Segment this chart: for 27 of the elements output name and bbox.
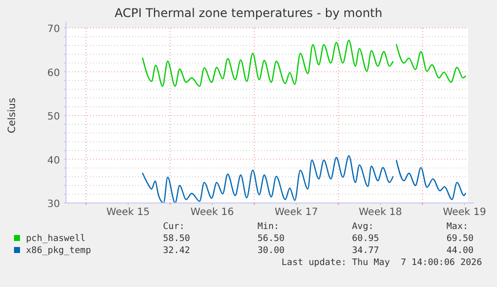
text: 44.00: [446, 246, 474, 256]
text: 32.42: [163, 246, 190, 256]
text: 60.95: [352, 234, 380, 244]
x-tick-label: Week 16: [190, 207, 234, 218]
y-axis-title: Celsius: [7, 98, 18, 134]
y-tick-label: 70: [47, 24, 60, 35]
text: Min:: [258, 222, 280, 232]
text: Cur:: [163, 222, 185, 232]
text: 56.50: [258, 234, 285, 244]
x-tick-label: Week 15: [106, 207, 150, 218]
x-tick-label: Week 18: [358, 207, 402, 218]
text: 30.00: [258, 246, 285, 256]
text: Max:: [446, 222, 468, 232]
x-tick-label: Week 17: [274, 207, 318, 218]
x-tick-label: Week 19: [442, 207, 486, 218]
text: Last update: Thu May 7 14:00:06 2026: [282, 258, 482, 268]
chart-title: ACPI Thermal zone temperatures - by month: [114, 6, 382, 20]
text: 34.77: [352, 246, 380, 256]
legend-label: pch_haswell: [26, 234, 86, 244]
y-tick-label: 40: [47, 155, 60, 166]
y-tick-label: 50: [47, 112, 60, 122]
y-tick-label: 60: [47, 68, 60, 79]
text: 69.50: [446, 234, 474, 244]
legend-label: x86_pkg_temp: [26, 246, 92, 256]
text: 58.50: [163, 234, 190, 244]
text: Avg:: [352, 222, 374, 232]
y-tick-label: 30: [47, 199, 60, 210]
